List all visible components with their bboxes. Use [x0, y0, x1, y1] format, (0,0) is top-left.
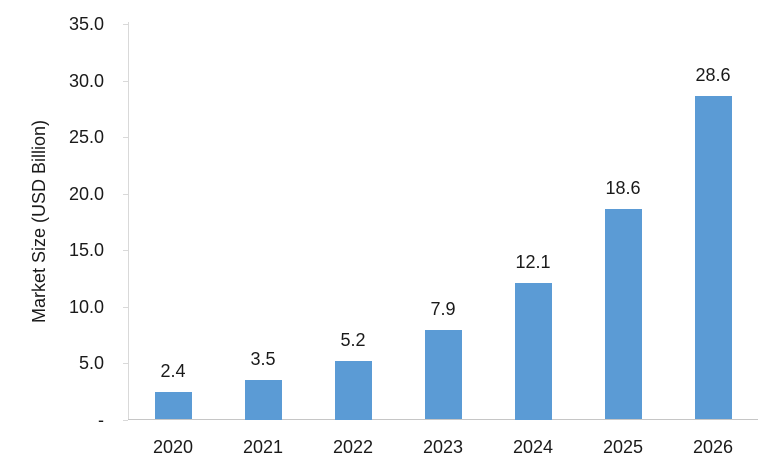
bar [695, 96, 732, 419]
bar-value-label: 7.9 [430, 299, 456, 319]
x-axis-tick-label: 2026 [692, 437, 734, 457]
y-axis-title-text: Market Size (USD Billion) [29, 119, 50, 323]
y-axis-tick-mark [123, 420, 128, 421]
bar [425, 330, 462, 419]
y-axis-tick-mark [123, 137, 128, 138]
y-axis-tick-mark [123, 81, 128, 82]
bar [605, 209, 642, 419]
bar-value-label: 5.2 [340, 330, 366, 350]
bar [515, 283, 552, 420]
x-axis-tick-label: 2024 [512, 437, 554, 457]
x-axis-tick-label: 2022 [332, 437, 374, 457]
y-axis-tick-label: 10.0 [68, 297, 104, 317]
x-axis-tick-label: 2021 [242, 437, 284, 457]
bar-value-label: 3.5 [250, 349, 276, 369]
y-axis-tick-mark [123, 363, 128, 364]
y-axis-tick-mark [123, 24, 128, 25]
y-axis-tick-label: 15.0 [68, 240, 104, 260]
y-axis-tick-mark [123, 194, 128, 195]
y-axis-tick-mark [123, 307, 128, 308]
y-axis-tick-mark [123, 250, 128, 251]
x-axis-tick-label: 2025 [602, 437, 644, 457]
x-axis-tick-label: 2020 [152, 437, 194, 457]
bar [155, 392, 192, 419]
bar-value-label: 2.4 [160, 361, 186, 381]
bar [245, 380, 282, 420]
y-axis-tick-label: 25.0 [68, 127, 104, 147]
bar-value-label: 18.6 [605, 178, 641, 198]
y-axis-tick-label: 30.0 [68, 71, 104, 91]
bar-value-label: 12.1 [515, 252, 551, 272]
y-axis-tick-label: 20.0 [68, 184, 104, 204]
x-axis-tick-label: 2023 [422, 437, 464, 457]
x-axis-line [128, 419, 758, 420]
y-axis-tick-label: 5.0 [78, 353, 104, 373]
y-axis-line [128, 22, 129, 420]
y-axis-tick-label: - [98, 410, 104, 430]
bar [335, 361, 372, 420]
bar-value-label: 28.6 [695, 65, 731, 85]
y-axis-tick-label: 35.0 [68, 14, 104, 34]
